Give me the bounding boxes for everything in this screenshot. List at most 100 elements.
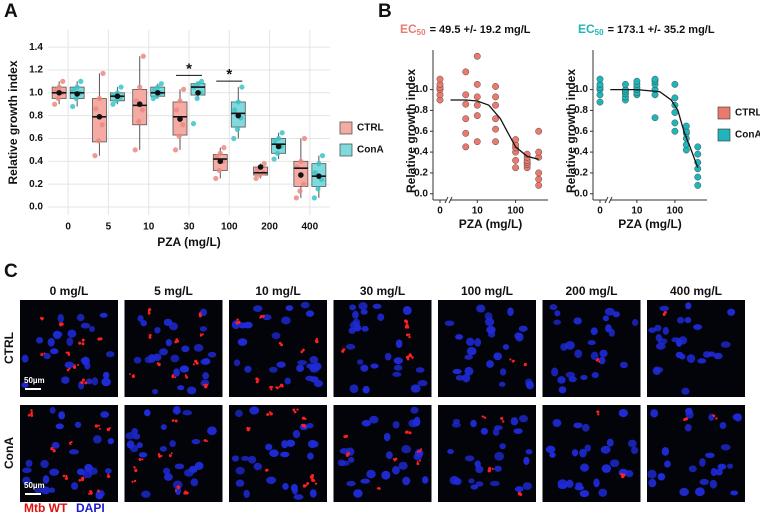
nucleus xyxy=(514,486,524,493)
nucleus xyxy=(417,379,428,387)
nucleus xyxy=(393,364,403,371)
nucleus xyxy=(138,452,148,458)
nucleus xyxy=(605,324,612,333)
scale-bar-label: 50µm xyxy=(24,376,45,385)
bacteria xyxy=(265,469,268,472)
nucleus xyxy=(352,310,359,319)
bacteria xyxy=(81,338,85,342)
data-point xyxy=(60,78,66,84)
bacteria xyxy=(99,337,103,341)
data-point xyxy=(297,188,303,194)
nucleus xyxy=(593,478,600,488)
bacteria xyxy=(484,416,487,419)
data-point xyxy=(436,75,444,83)
x-axis-title: PZA (mg/L) xyxy=(618,217,682,231)
data-point xyxy=(177,98,183,104)
nucleus xyxy=(661,446,670,456)
data-point xyxy=(279,130,285,136)
nucleus xyxy=(449,475,460,485)
bacteria xyxy=(89,491,93,495)
bacteria xyxy=(171,419,175,422)
data-point xyxy=(100,70,106,76)
nucleus xyxy=(305,310,315,317)
nucleus xyxy=(136,442,143,449)
nucleus xyxy=(235,466,245,475)
bacteria xyxy=(394,457,398,461)
nucleus xyxy=(202,372,210,380)
legend-swatch xyxy=(717,128,731,142)
y-tick-label: 0.2 xyxy=(574,168,588,179)
axis-break-gap xyxy=(446,197,450,203)
x-tick-label: 100 xyxy=(507,206,524,217)
nucleus xyxy=(565,371,576,378)
nucleus xyxy=(584,444,592,452)
micrograph xyxy=(20,405,118,502)
bacteria xyxy=(500,417,503,420)
nucleus xyxy=(68,449,79,455)
bacteria xyxy=(418,459,421,462)
nucleus xyxy=(61,376,70,384)
nucleus xyxy=(22,476,31,485)
nucleus xyxy=(518,414,529,423)
bacteria xyxy=(407,358,410,361)
bacteria xyxy=(69,443,72,446)
data-point xyxy=(671,119,679,127)
bacteria xyxy=(133,479,137,483)
nucleus xyxy=(462,373,471,383)
bacteria xyxy=(292,408,296,412)
bacteria xyxy=(80,380,84,385)
data-point xyxy=(671,80,679,88)
data-point xyxy=(70,103,76,110)
nucleus xyxy=(455,374,464,381)
data-point xyxy=(535,175,543,183)
nucleus xyxy=(55,423,64,430)
data-point xyxy=(180,122,186,128)
nucleus xyxy=(655,334,663,342)
bacteria xyxy=(185,375,188,378)
data-point xyxy=(78,78,84,84)
data-point xyxy=(231,135,237,142)
bacteria xyxy=(176,486,180,490)
nucleus xyxy=(306,422,314,429)
nucleus xyxy=(366,469,376,479)
nucleus xyxy=(281,316,291,325)
bacteria xyxy=(65,351,68,354)
nucleus xyxy=(362,385,370,394)
data-point xyxy=(473,52,481,60)
nucleus xyxy=(92,435,102,444)
nucleus xyxy=(598,488,608,497)
data-point xyxy=(158,81,164,87)
bacteria xyxy=(597,413,600,416)
bacteria xyxy=(68,367,71,370)
data-point xyxy=(682,122,690,130)
nucleus xyxy=(159,446,167,452)
bacteria xyxy=(62,474,66,478)
nucleus xyxy=(41,486,51,495)
nucleus xyxy=(676,338,683,347)
nucleus xyxy=(105,351,115,358)
nucleus xyxy=(606,438,614,447)
nucleus xyxy=(719,421,727,430)
nucleus xyxy=(493,352,502,361)
nucleus xyxy=(476,304,486,313)
nucleus xyxy=(74,421,82,428)
nucleus xyxy=(484,312,493,321)
data-point xyxy=(596,75,604,83)
bacteria xyxy=(66,368,69,371)
nucleus xyxy=(184,469,194,477)
bacteria xyxy=(157,453,161,456)
bacteria xyxy=(148,335,152,339)
y-tick-label: 1.4 xyxy=(29,42,43,53)
nucleus xyxy=(353,489,363,498)
bacteria xyxy=(266,413,270,416)
bacteria xyxy=(502,420,505,423)
bacteria xyxy=(278,385,281,388)
nucleus xyxy=(22,467,32,474)
bacteria xyxy=(52,449,56,453)
data-point xyxy=(271,156,277,162)
nucleus xyxy=(282,482,289,490)
data-point xyxy=(239,84,245,90)
bacteria xyxy=(30,412,33,416)
nucleus xyxy=(523,456,530,466)
nucleus xyxy=(179,365,190,373)
